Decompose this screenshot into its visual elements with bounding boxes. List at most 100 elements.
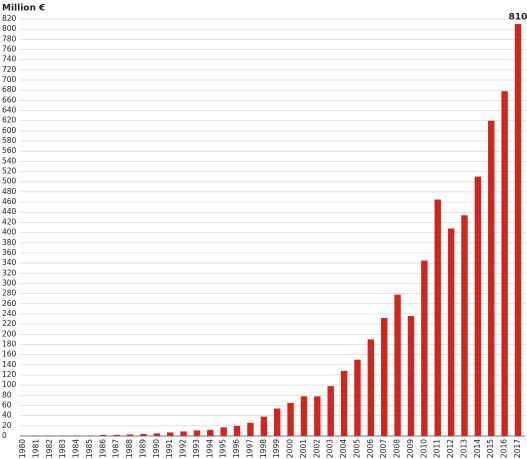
bar — [59, 435, 67, 436]
y-tick-label: 480 — [2, 187, 17, 196]
x-tick-label: 2003 — [326, 439, 335, 458]
bar — [126, 434, 134, 436]
y-tick-label: 340 — [2, 258, 17, 267]
y-tick-label: 560 — [2, 146, 17, 155]
bar — [260, 416, 268, 436]
x-tick-label: 1996 — [232, 439, 241, 458]
bar — [340, 370, 348, 436]
y-tick-label: 140 — [2, 360, 17, 369]
bar — [461, 215, 468, 436]
x-tick-label: 2014 — [473, 439, 482, 458]
bar — [46, 435, 53, 436]
y-tick-label: 360 — [2, 248, 17, 257]
x-tick-label: 2017 — [513, 439, 522, 458]
x-tick-label: 2009 — [406, 439, 415, 458]
y-tick-label: 500 — [2, 177, 17, 186]
x-tick-label: 2001 — [299, 439, 308, 458]
y-tick-label: 660 — [2, 95, 17, 104]
bar — [327, 386, 334, 436]
bar — [421, 260, 428, 436]
bar — [153, 433, 160, 436]
x-tick-label: 1999 — [272, 439, 281, 458]
y-tick-label: 80 — [2, 390, 12, 399]
x-tick-label: 1985 — [85, 439, 94, 458]
y-tick-label: 780 — [2, 34, 17, 43]
bar — [354, 359, 361, 436]
bar — [220, 427, 227, 436]
bar — [180, 431, 187, 436]
x-tick-label: 2004 — [339, 439, 348, 458]
bar — [381, 318, 388, 436]
x-tick-label: 1992 — [179, 439, 188, 458]
y-tick-label: 380 — [2, 238, 17, 247]
x-tick-label: 1983 — [58, 439, 67, 458]
x-tick-label: 1982 — [45, 439, 54, 458]
x-tick-label: 1993 — [192, 439, 201, 458]
bar — [273, 408, 281, 436]
x-tick-label: 2011 — [433, 439, 442, 458]
x-tick-label: 1990 — [152, 439, 161, 458]
y-tick-label: 580 — [2, 136, 17, 145]
y-tick-label: 680 — [2, 85, 17, 94]
y-tick-label: 440 — [2, 207, 17, 216]
y-tick-label: 0 — [2, 431, 7, 440]
y-tick-label: 320 — [2, 268, 17, 277]
y-tick-label: 300 — [2, 278, 17, 287]
y-tick-label: 220 — [2, 319, 17, 328]
bar — [367, 339, 375, 436]
bar — [394, 294, 401, 436]
bar — [434, 199, 441, 436]
y-tick-label: 240 — [2, 309, 17, 318]
x-tick-label: 1987 — [112, 439, 121, 458]
x-tick-label: 1994 — [205, 439, 214, 458]
x-tick-label: 1980 — [18, 439, 27, 458]
x-tick-label: 2012 — [446, 439, 455, 458]
x-tick-label: 1989 — [138, 439, 147, 458]
x-tick-label: 2007 — [379, 439, 388, 458]
bar — [488, 120, 495, 437]
bar — [86, 435, 94, 436]
y-tick-label: 260 — [2, 299, 17, 308]
y-tick-label: 740 — [2, 55, 17, 64]
bar — [501, 91, 508, 437]
y-tick-label: 700 — [2, 75, 17, 84]
x-tick-label: 2006 — [366, 439, 375, 458]
bar — [314, 396, 321, 436]
y-tick-label: 520 — [2, 167, 17, 176]
bar — [73, 435, 80, 436]
x-tick-label: 2002 — [312, 439, 321, 458]
bar — [514, 24, 522, 437]
bar — [233, 425, 241, 436]
y-tick-label: 100 — [2, 380, 17, 389]
x-tick-label: 1998 — [259, 439, 268, 458]
bar — [166, 432, 174, 436]
y-tick-label: 60 — [2, 400, 12, 409]
y-tick-label: 400 — [2, 228, 17, 237]
bar — [100, 434, 107, 436]
x-tick-label: 1984 — [72, 439, 81, 458]
y-tick-label: 540 — [2, 156, 17, 165]
x-tick-label: 2013 — [459, 439, 468, 458]
y-tick-label: 600 — [2, 126, 17, 135]
bar — [407, 315, 415, 436]
bar — [247, 422, 254, 436]
value-label: 810 — [509, 13, 527, 23]
y-tick-label: 180 — [2, 339, 17, 348]
bar — [447, 228, 455, 436]
x-tick-label: 2000 — [286, 439, 295, 458]
y-tick-label: 640 — [2, 106, 17, 115]
bar — [300, 396, 308, 436]
x-tick-label: 1997 — [245, 439, 254, 458]
x-tick-label: 1995 — [219, 439, 228, 458]
bar — [113, 434, 120, 436]
y-tick-label: 20 — [2, 421, 12, 430]
y-tick-label: 720 — [2, 65, 17, 74]
y-tick-label: 620 — [2, 116, 17, 125]
bar — [207, 429, 214, 436]
y-axis-title: Million € — [2, 4, 45, 14]
y-tick-label: 200 — [2, 329, 17, 338]
x-tick-label: 2005 — [352, 439, 361, 458]
x-tick-label: 2010 — [419, 439, 428, 458]
x-tick-label: 2008 — [393, 439, 402, 458]
